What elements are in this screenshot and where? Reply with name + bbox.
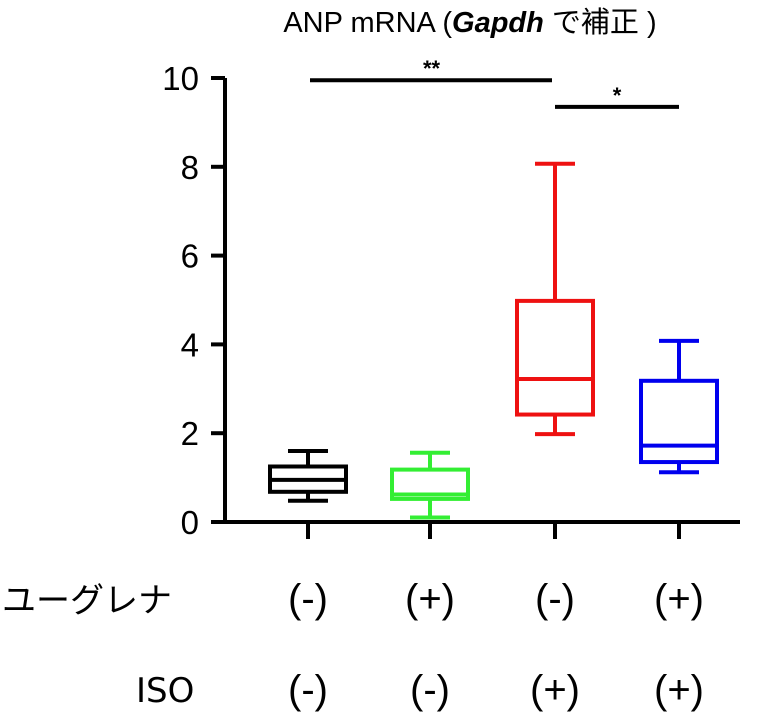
row-label-iso: ISO <box>136 671 194 711</box>
y-tick-label: 4 <box>181 326 199 363</box>
box-iqr <box>515 298 595 417</box>
box-group-2 <box>390 450 470 520</box>
chart-title-suffix: で補正 ) <box>544 6 657 39</box>
euglena-condition-label: (+) <box>654 577 704 621</box>
y-tick-label: 6 <box>181 238 199 275</box>
chart-title: ANP mRNA (Gapdh で補正 ) <box>283 6 656 39</box>
iso-condition-label: (-) <box>410 668 450 712</box>
significance-label: ** <box>423 56 441 81</box>
y-tick-label: 2 <box>181 415 199 452</box>
box-group-3 <box>515 161 595 437</box>
box-series <box>268 161 719 520</box>
chart-title-prefix: ANP mRNA ( <box>283 7 452 39</box>
iso-condition-label: (+) <box>654 668 704 712</box>
iso-condition-label: (-) <box>288 668 328 712</box>
condition-labels: ユーグレナ ISO (-) (-) (+) (-) (-) (+) (+) (+) <box>2 577 704 712</box>
euglena-condition-label: (-) <box>535 577 575 621</box>
box-group-1 <box>268 448 348 503</box>
y-axis: 0 2 4 6 8 10 <box>162 60 740 541</box>
y-tick-label: 10 <box>162 60 199 97</box>
y-tick-label: 8 <box>181 149 199 186</box>
y-tick-label: 0 <box>181 504 199 541</box>
row-label-euglena: ユーグレナ <box>2 581 172 621</box>
significance-label: * <box>613 83 622 108</box>
euglena-condition-label: (+) <box>405 577 455 621</box>
iso-condition-label: (+) <box>530 668 580 712</box>
box-group-4 <box>639 338 719 475</box>
euglena-condition-label: (-) <box>288 577 328 621</box>
chart-title-gene: Gapdh <box>452 7 544 39</box>
box-iqr <box>639 378 719 465</box>
significance-brackets: *** <box>310 56 679 109</box>
